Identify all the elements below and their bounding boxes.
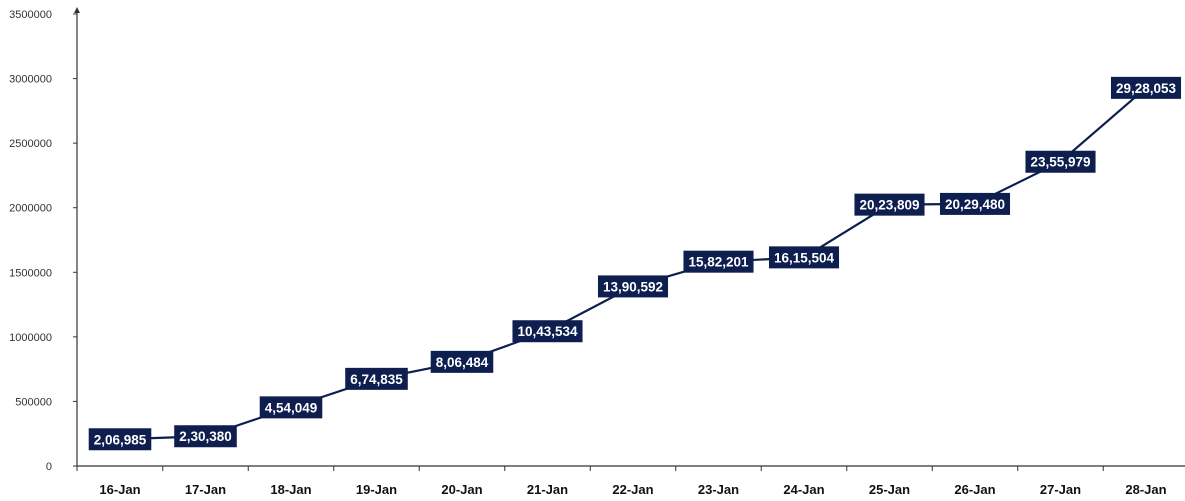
data-label: 29,28,053 xyxy=(1110,76,1182,99)
data-label-text: 13,90,592 xyxy=(603,279,663,294)
data-label-text: 20,29,480 xyxy=(945,197,1005,212)
data-label-box xyxy=(430,350,494,373)
data-label: 23,55,979 xyxy=(1025,150,1096,173)
data-label-text: 15,82,201 xyxy=(688,255,749,270)
x-tick-label: 26-Jan xyxy=(954,482,995,497)
data-label: 6,74,835 xyxy=(345,367,408,390)
y-tick-label: 1000000 xyxy=(9,332,52,344)
x-tick-label: 23-Jan xyxy=(698,482,739,497)
data-label: 2,30,380 xyxy=(174,425,237,448)
x-tick-label: 17-Jan xyxy=(185,482,226,497)
y-axis: 0 500000 1000000 1500000 2000000 2500000 30000… xyxy=(9,7,80,473)
x-tick-label: 21-Jan xyxy=(527,482,568,497)
data-label: 20,23,809 xyxy=(854,193,925,216)
series-line xyxy=(119,87,1147,441)
y-tick-label: 1500000 xyxy=(9,267,52,279)
y-axis-arrow xyxy=(74,7,80,13)
data-label-text: 2,30,380 xyxy=(179,429,232,444)
x-axis: 16-Jan 17-Jan 18-Jan 19-Jan 20-Jan 21-Jan 22-J… xyxy=(76,465,1185,497)
data-label-box xyxy=(683,250,754,273)
data-label-box xyxy=(345,367,408,390)
data-label: 15,82,201 xyxy=(683,250,754,273)
data-label-box xyxy=(88,428,152,451)
data-label-text: 2,06,985 xyxy=(94,432,147,447)
data-label-box xyxy=(854,193,925,216)
x-tick-label: 24-Jan xyxy=(783,482,824,497)
data-labels: 2,06,985 2,30,380 4,54,049 6,74,835 8,06,484… xyxy=(88,76,1182,451)
data-label-text: 8,06,484 xyxy=(436,355,489,370)
y-tick-label: 500000 xyxy=(15,396,52,408)
data-label-text: 23,55,979 xyxy=(1030,155,1090,170)
y-tick-label: 3000000 xyxy=(9,74,52,86)
data-label-text: 6,74,835 xyxy=(350,372,403,387)
data-label: 4,54,049 xyxy=(259,396,323,419)
data-label: 2,06,985 xyxy=(88,428,152,451)
x-tick-label: 16-Jan xyxy=(99,482,140,497)
data-label-box xyxy=(1025,150,1096,173)
data-label-box xyxy=(597,275,669,298)
x-tick-label: 27-Jan xyxy=(1040,482,1081,497)
y-tick-label: 3500000 xyxy=(9,9,52,21)
data-label-text: 4,54,049 xyxy=(265,400,318,415)
x-tick-label: 18-Jan xyxy=(270,482,311,497)
data-label-text: 10,43,534 xyxy=(517,324,578,339)
data-label: 20,29,480 xyxy=(939,192,1011,215)
data-label-box xyxy=(939,192,1011,215)
series-layer xyxy=(119,87,1147,441)
y-tick-label: 0 xyxy=(46,461,52,473)
y-tick-label: 2000000 xyxy=(9,203,52,215)
data-label-box xyxy=(1110,76,1182,99)
data-label: 16,15,504 xyxy=(768,246,840,269)
data-label-text: 16,15,504 xyxy=(774,250,835,265)
data-label-box xyxy=(512,320,583,343)
data-label: 10,43,534 xyxy=(512,320,583,343)
x-tick-label: 19-Jan xyxy=(356,482,397,497)
data-label-box xyxy=(768,246,840,269)
x-tick-label: 28-Jan xyxy=(1125,482,1166,497)
x-tick-label: 25-Jan xyxy=(869,482,910,497)
data-label: 13,90,592 xyxy=(597,275,669,298)
data-label-text: 20,23,809 xyxy=(859,198,919,213)
x-tick-label: 20-Jan xyxy=(441,482,482,497)
data-label: 8,06,484 xyxy=(430,350,494,373)
data-label-box xyxy=(259,396,323,419)
y-tick-label: 2500000 xyxy=(9,138,52,150)
data-label-text: 29,28,053 xyxy=(1116,81,1177,96)
data-label-box xyxy=(174,425,237,448)
x-tick-label: 22-Jan xyxy=(612,482,653,497)
